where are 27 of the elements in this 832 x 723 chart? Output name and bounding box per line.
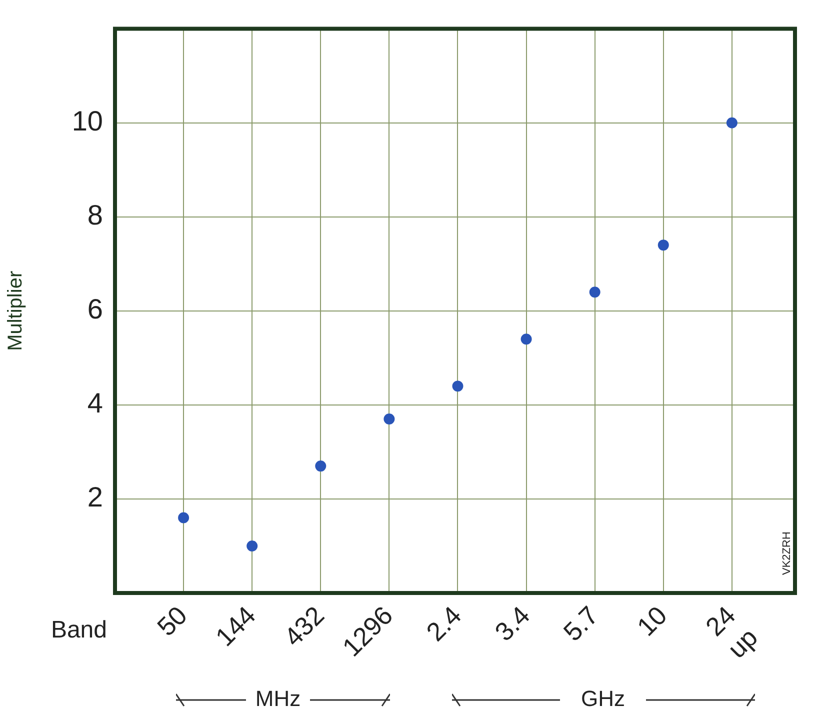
point <box>589 286 600 298</box>
x-tick-label: 5.7 <box>557 600 604 647</box>
y-tick-label: 8 <box>87 200 103 231</box>
point <box>246 540 258 552</box>
y-tick-label: 10 <box>72 106 103 137</box>
point <box>726 117 738 128</box>
point <box>384 414 395 425</box>
x-tick-label: 432 <box>278 600 330 652</box>
annotation: VK2ZRH <box>781 532 793 575</box>
point <box>452 380 464 392</box>
text: GHz <box>581 686 625 712</box>
x-tick-label: 3.4 <box>488 600 536 647</box>
x-tick-label: 24 up <box>700 600 764 664</box>
point <box>315 460 326 472</box>
x-axis-title: Band <box>50 616 107 644</box>
y-axis-title: Multiplier <box>4 270 27 351</box>
text: MHz <box>255 686 301 712</box>
y-tick-label: 6 <box>87 294 103 325</box>
x-tick-label: 2.4 <box>420 600 468 647</box>
point <box>178 512 190 524</box>
x-tick-label: 10 <box>631 600 673 642</box>
x-tick-label: 144 <box>210 600 262 652</box>
point <box>520 334 532 345</box>
y-tick-label: 2 <box>87 482 103 513</box>
point <box>658 240 669 251</box>
y-tick-label: 4 <box>87 388 103 419</box>
x-tick-label: 50 <box>151 600 193 642</box>
